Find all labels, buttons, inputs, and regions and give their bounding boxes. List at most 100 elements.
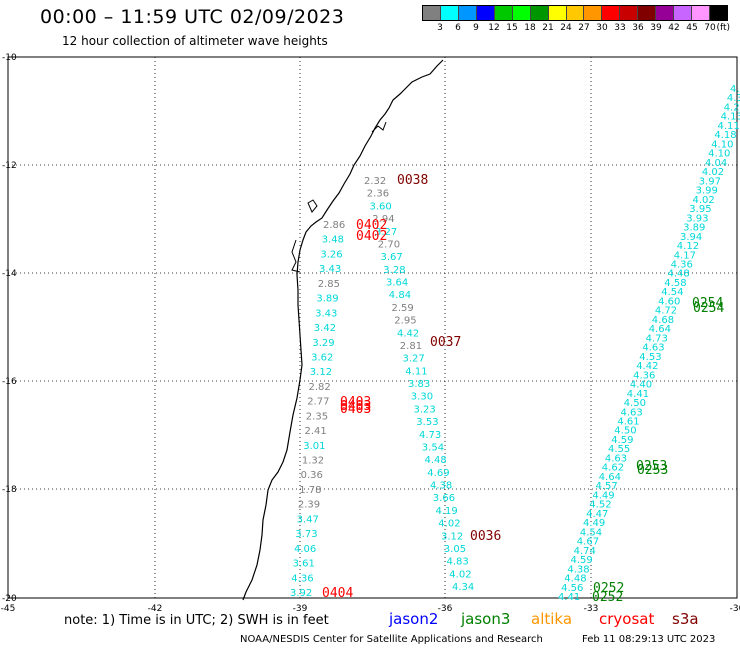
swh-reading: 4.10	[711, 139, 733, 150]
swh-reading: 4.13	[721, 112, 740, 123]
longitude-label: -36	[438, 604, 453, 614]
swh-reading: 4.63	[621, 407, 643, 418]
legend-tick-label: 42	[668, 23, 680, 33]
pass-time-label: 0253	[636, 459, 667, 474]
legend-ticks: (ft) 3 6 9 12 15 18 21 24 27 30 33 36 39 42 45 70	[422, 21, 730, 35]
legend-swatch	[638, 6, 657, 20]
swh-reading: 4.69	[427, 468, 449, 479]
swh-reading: 4.54	[661, 287, 683, 298]
swh-reading: 4.72	[655, 306, 677, 317]
swh-reading: 2.81	[400, 341, 422, 352]
swh-reading: 2.70	[378, 239, 400, 250]
pass-time-label: 0254	[692, 296, 723, 311]
swh-reading: 2.95	[394, 316, 416, 327]
swh-reading: 4.83	[447, 557, 469, 568]
swh-reading: 4.52	[589, 500, 611, 511]
legend-swatch	[710, 6, 727, 20]
swh-reading: 2.35	[306, 411, 328, 422]
swh-reading: 4.36	[291, 573, 313, 584]
swh-reading: 4.64	[599, 472, 621, 483]
swh-reading: 3.53	[416, 417, 438, 428]
latitude-label: -10	[2, 53, 17, 63]
swh-reading: 3.67	[381, 252, 403, 263]
legend-tick-label: 36	[632, 23, 644, 33]
legend-swatch	[530, 6, 549, 20]
latitude-label: -14	[2, 269, 17, 279]
legend-swatch	[584, 6, 603, 20]
swh-reading: 3.93	[686, 213, 708, 224]
latitude-label: -18	[2, 485, 17, 495]
pass-time-label: 0403	[340, 395, 371, 410]
swh-reading: 4.22	[724, 103, 740, 114]
pass-time-label: 0038	[397, 173, 428, 188]
swh-reading: 3.43	[315, 308, 337, 319]
legend-swatch	[423, 6, 441, 20]
swh-reading: 4.06	[294, 544, 316, 555]
swh-reading: 4.48	[425, 455, 447, 466]
legend-swatch	[494, 6, 513, 20]
pass-time-label: 0253	[637, 463, 668, 478]
swh-reading: 4.48	[668, 269, 690, 280]
swh-reading: 4.11	[718, 121, 740, 132]
swh-reading: 3.43	[319, 264, 341, 275]
credit-line: NOAA/NESDIS Center for Satellite Applica…	[240, 634, 543, 645]
swh-reading: 4.55	[608, 444, 630, 455]
swh-reading: 4.12	[677, 241, 699, 252]
legend-swatch	[674, 6, 693, 20]
swh-reading: 4.42	[636, 361, 658, 372]
pass-time-label: 0403	[340, 399, 371, 414]
footer-note: note: 1) Time is in UTC; 2) SWH is in fe…	[64, 613, 329, 628]
legend-tick-label: 21	[542, 23, 554, 33]
swh-reading: 3.27	[403, 354, 425, 365]
latitude-label: -16	[2, 377, 17, 387]
swh-reading: 4.34	[727, 93, 740, 104]
swh-reading: 3.97	[699, 176, 721, 187]
swh-reading: 2.86	[323, 220, 345, 231]
map-subtitle: 12 hour collection of altimeter wave hei…	[62, 34, 328, 48]
swh-reading: 3.47	[297, 514, 319, 525]
swh-reading: 2.32	[364, 176, 386, 187]
swh-reading: 4.68	[652, 315, 674, 326]
pass-time-label: 0252	[592, 590, 623, 605]
swh-reading: 4.50	[614, 426, 636, 437]
swh-reading: 3.28	[383, 265, 405, 276]
swh-reading: 3.29	[312, 338, 334, 349]
swh-reading: 4.73	[419, 430, 441, 441]
swh-reading: 3.23	[414, 404, 436, 415]
legend-tick-label: 30	[596, 23, 608, 33]
legend-tick-label: 39	[650, 23, 662, 33]
legend-unit: (ft)	[716, 23, 730, 33]
legend-swatch	[620, 6, 639, 20]
legend-tick-label: 24	[560, 23, 572, 33]
swh-reading: 4.41	[627, 389, 649, 400]
swh-reading: 3.89	[683, 223, 705, 234]
satellite-legend-jason3: jason3	[461, 610, 511, 628]
swh-reading: 3.99	[696, 186, 718, 197]
swh-reading: 4.62	[602, 463, 624, 474]
legend-swatch	[458, 6, 477, 20]
swh-reading: 3.26	[320, 249, 342, 260]
swh-reading: 4.67	[577, 537, 599, 548]
swh-reading: 3.73	[295, 529, 317, 540]
swh-reading: 4.74	[574, 546, 596, 557]
latitude-label: -12	[2, 161, 17, 171]
swh-reading: 4.19	[436, 506, 458, 517]
longitude-label: -30	[730, 604, 740, 614]
swh-reading: 3.94	[680, 232, 702, 243]
swh-reading: 3.01	[303, 441, 325, 452]
swh-reading: 4.64	[649, 324, 671, 335]
swh-reading: 3.89	[316, 294, 338, 305]
swh-reading: 1.32	[302, 456, 324, 467]
lat-lon-grid: -10 -12 -14 -16 -18 -20-45 -42 -39 -36 -33 -30	[1, 53, 740, 614]
coastline-island	[307, 199, 318, 213]
pass-time-label: 0036	[470, 529, 501, 544]
satellite-legend-altika: altika	[531, 610, 573, 628]
legend-swatches	[422, 5, 728, 21]
swh-reading: 4.63	[642, 343, 664, 354]
pass-time-label: 0402	[356, 218, 387, 233]
swh-reading: 4.36	[633, 370, 655, 381]
swh-reading: 4.17	[674, 250, 696, 261]
swh-reading: 4.59	[611, 435, 633, 446]
swh-reading: 3.83	[408, 379, 430, 390]
legend-tick-label: 33	[614, 23, 626, 33]
